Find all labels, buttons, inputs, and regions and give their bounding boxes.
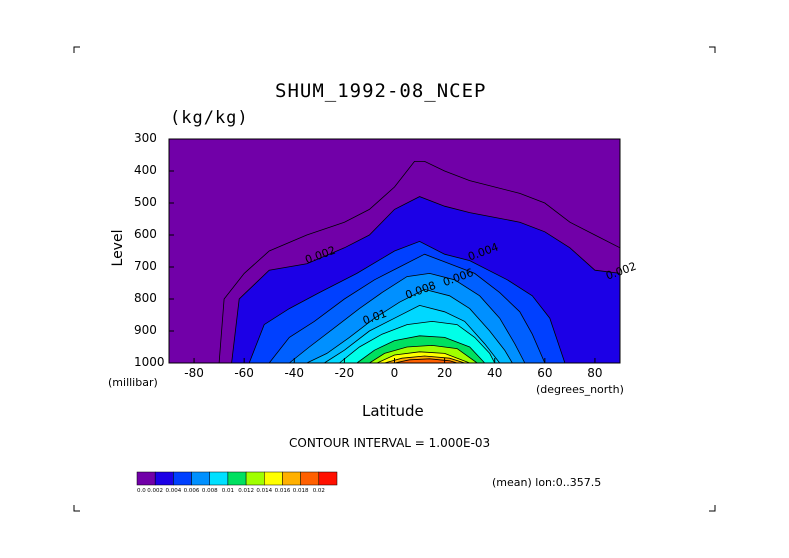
- y-axis-unit: (millibar): [108, 376, 158, 389]
- x-tick-label: -60: [234, 366, 254, 380]
- contour-line-5: [324, 304, 501, 364]
- colorbar-label: 0.016: [275, 488, 291, 494]
- y-tick-label: 700: [134, 259, 157, 273]
- colorbar-swatch: [154, 471, 174, 486]
- x-tick-label: 80: [587, 366, 603, 380]
- colorbar-label: 0.008: [202, 488, 218, 494]
- colorbar-label: 0.014: [256, 488, 272, 494]
- corner-mark-br: [709, 505, 716, 512]
- x-tick-label: 0: [390, 366, 399, 380]
- colorbar-swatch: [191, 471, 210, 486]
- contour-line-8: [369, 344, 478, 364]
- chart-title: SHUM_1992-08_NCEP: [275, 80, 487, 102]
- colorbar-swatch: [209, 471, 229, 486]
- contour-line-10: [384, 355, 465, 364]
- chart-units: (kg/kg): [170, 108, 249, 128]
- y-tick-label: 800: [134, 291, 157, 305]
- y-tick-label: 500: [134, 195, 157, 209]
- contour-line-6: [339, 320, 496, 364]
- colorbar-swatch: [264, 471, 283, 486]
- x-tick-label: -40: [284, 366, 305, 380]
- y-tick-label: 900: [134, 323, 157, 337]
- contour-line-outer: [218, 160, 621, 364]
- colorbar-label: 0.01: [222, 488, 234, 494]
- colorbar-swatch: [173, 471, 192, 486]
- colorbar-label: 0.006: [184, 488, 200, 494]
- colorbar-swatch: [300, 471, 320, 486]
- contour-line-9: [376, 351, 470, 364]
- colorbar-swatch: [136, 471, 156, 486]
- y-tick-label: 300: [134, 131, 157, 145]
- y-tick-label: 1000: [134, 355, 165, 369]
- contour-line-2: [268, 253, 546, 364]
- colorbar-label: 0.012: [238, 488, 254, 494]
- colorbar-swatch: [318, 471, 338, 486]
- colorbar-swatch: [227, 471, 247, 486]
- contour-line-1: [248, 240, 566, 364]
- contour-line-0: [231, 196, 621, 364]
- colorbar-label: 0.018: [293, 488, 309, 494]
- x-tick-label: -20: [334, 366, 355, 380]
- colorbar-label: 0.02: [313, 488, 325, 494]
- x-axis-label: Latitude: [362, 402, 424, 420]
- contour-line-4: [306, 288, 513, 364]
- colorbar-swatch: [245, 471, 265, 486]
- colorbar-swatch: [282, 471, 301, 486]
- x-tick-label: -80: [184, 366, 204, 380]
- colorbar-label: 0.002: [147, 488, 163, 494]
- corner-mark-tl: [73, 46, 80, 53]
- contour-line-3: [289, 272, 526, 364]
- colorbar-label: 0.004: [165, 488, 181, 494]
- colorbar-label: 0.0: [137, 488, 146, 494]
- contour-line-11: [394, 358, 458, 364]
- corner-mark-tr: [709, 46, 716, 53]
- mean-info: (mean) lon:0..357.5: [492, 476, 602, 489]
- x-axis-unit: (degrees_north): [536, 383, 624, 396]
- x-tick-label: 20: [436, 366, 453, 380]
- x-tick-label: 60: [537, 366, 553, 380]
- corner-mark-bl: [73, 505, 80, 512]
- y-tick-label: 400: [134, 163, 157, 177]
- x-tick-label: 40: [487, 366, 503, 380]
- y-tick-label: 600: [134, 227, 157, 241]
- contour-line-7: [356, 335, 485, 364]
- contour-interval: CONTOUR INTERVAL = 1.000E-03: [289, 436, 491, 450]
